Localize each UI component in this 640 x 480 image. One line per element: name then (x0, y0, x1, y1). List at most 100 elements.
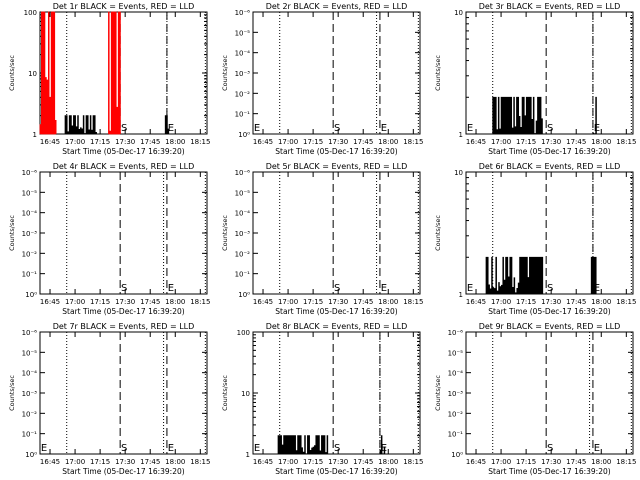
y-tick-label: 10⁻² (235, 250, 251, 258)
series-line (379, 435, 386, 455)
chart-title: Det 5r BLACK = Events, RED = LLD (266, 162, 408, 171)
x-tick-label: 18:15 (190, 138, 210, 146)
plot-frame (252, 171, 421, 295)
y-tick-label: 10⁻⁵ (235, 29, 251, 37)
chart-panel: Det 7r BLACK = Events, RED = LLD 10⁰ 10⁻¹ 1… (8, 322, 210, 476)
x-tick-label: 18:00 (591, 138, 611, 146)
x-tick-label: 17:30 (541, 138, 561, 146)
x-tick-label: 17:30 (115, 138, 135, 146)
x-tick-label: 16:45 (466, 298, 486, 306)
y-tick-label: 10⁻⁵ (235, 189, 251, 197)
x-tick-label: 16:45 (466, 458, 486, 466)
x-tick-label: 17:00 (65, 298, 85, 306)
y-tick-label: 10⁻³ (22, 390, 38, 398)
marker-label: S (121, 123, 127, 134)
plot-frame (39, 331, 208, 455)
chart-title: Det 8r BLACK = Events, RED = LLD (266, 322, 408, 331)
marker-label: S (334, 283, 340, 294)
chart-panel: Det 2r BLACK = Events, RED = LLD 10⁰ 10⁻¹ 1… (221, 2, 423, 156)
x-tick-label: 17:30 (328, 298, 348, 306)
x-tick-label: 17:30 (328, 138, 348, 146)
y-axis-label: Counts/sec (221, 215, 229, 251)
y-tick-label: 10⁰ (25, 451, 37, 459)
x-tick-label: 18:15 (616, 298, 636, 306)
y-axis-label: Counts/sec (434, 55, 442, 91)
x-axis-label: Start Time (05-Dec-17 16:39:20) (275, 147, 397, 156)
marker-label: E (594, 123, 600, 134)
chart-panel: Det 3r BLACK = Events, RED = LLD 1 10 16:45… (434, 2, 636, 156)
marker-label: E (168, 443, 174, 454)
x-tick-label: 17:00 (491, 298, 511, 306)
y-axis-label: Counts/sec (8, 55, 16, 91)
x-tick-label: 17:45 (353, 138, 373, 146)
x-axis-label: Start Time (05-Dec-17 16:39:20) (488, 467, 610, 476)
y-tick-label: 10⁻³ (235, 230, 251, 238)
y-tick-label: 10⁻⁶ (235, 169, 251, 177)
series-line (164, 115, 170, 135)
y-tick-label: 10⁻⁴ (22, 210, 38, 218)
chart-panel: Det 4r BLACK = Events, RED = LLD 10⁰ 10⁻¹ 1… (8, 162, 210, 316)
y-axis-label: Counts/sec (434, 215, 442, 251)
y-tick-label: 10⁻¹ (22, 431, 38, 439)
y-tick-label: 10⁻² (22, 410, 38, 418)
y-tick-label: 10⁰ (25, 291, 37, 299)
x-tick-label: 18:00 (165, 458, 185, 466)
marker-label: S (547, 283, 553, 294)
y-tick-label: 10⁻⁵ (448, 349, 464, 357)
x-tick-label: 16:45 (40, 458, 60, 466)
chart-panel: Det 1r BLACK = Events, RED = LLD 1 10 100 16… (8, 2, 210, 156)
marker-label: S (334, 123, 340, 134)
x-tick-label: 18:00 (591, 458, 611, 466)
x-tick-label: 17:30 (541, 458, 561, 466)
y-tick-label: 10⁻⁴ (22, 370, 38, 378)
x-tick-label: 18:15 (616, 458, 636, 466)
x-tick-label: 18:15 (616, 138, 636, 146)
x-tick-label: 17:00 (65, 138, 85, 146)
x-tick-label: 17:00 (65, 458, 85, 466)
series-line (39, 11, 57, 135)
y-tick-label: 10⁻² (235, 90, 251, 98)
x-tick-label: 17:30 (115, 458, 135, 466)
marker-label: S (334, 443, 340, 454)
x-tick-label: 17:45 (566, 138, 586, 146)
x-axis-label: Start Time (05-Dec-17 16:39:20) (275, 307, 397, 316)
x-axis-label: Start Time (05-Dec-17 16:39:20) (275, 467, 397, 476)
marker-label: S (121, 283, 127, 294)
corner-label: E (467, 283, 473, 294)
x-tick-label: 17:30 (541, 298, 561, 306)
y-tick-label: 10⁻² (448, 410, 464, 418)
chart-title: Det 9r BLACK = Events, RED = LLD (479, 322, 621, 331)
series-line (277, 435, 329, 455)
y-tick-label: 10 (454, 169, 463, 177)
x-tick-label: 17:15 (90, 458, 110, 466)
plot-frame (465, 171, 634, 295)
x-tick-label: 18:15 (190, 298, 210, 306)
corner-label: E (467, 123, 473, 134)
y-tick-label: 10⁻¹ (22, 271, 38, 279)
series-line (108, 11, 121, 135)
x-tick-label: 17:15 (516, 298, 536, 306)
x-axis-label: Start Time (05-Dec-17 16:39:20) (62, 467, 184, 476)
y-tick-label: 10⁻⁶ (22, 329, 38, 337)
marker-label: E (168, 283, 174, 294)
x-axis-label: Start Time (05-Dec-17 16:39:20) (62, 307, 184, 316)
marker-label: E (594, 283, 600, 294)
x-tick-label: 18:15 (403, 298, 423, 306)
plot-frame (465, 11, 634, 135)
y-tick-label: 10⁻⁴ (235, 210, 251, 218)
y-tick-label: 10 (454, 9, 463, 17)
marker-label: E (381, 283, 387, 294)
x-tick-label: 17:45 (140, 458, 160, 466)
chart-title: Det 1r BLACK = Events, RED = LLD (53, 2, 195, 11)
corner-label: E (254, 123, 260, 134)
marker-label: E (594, 443, 600, 454)
y-tick-label: 10⁻⁵ (22, 349, 38, 357)
x-tick-label: 17:30 (328, 458, 348, 466)
chart-title: Det 3r BLACK = Events, RED = LLD (479, 2, 621, 11)
chart-title: Det 4r BLACK = Events, RED = LLD (53, 162, 195, 171)
x-tick-label: 17:45 (140, 138, 160, 146)
plot-frame (252, 11, 421, 135)
x-tick-label: 16:45 (40, 298, 60, 306)
marker-label: E (168, 123, 174, 134)
y-tick-label: 10⁻⁶ (448, 329, 464, 337)
